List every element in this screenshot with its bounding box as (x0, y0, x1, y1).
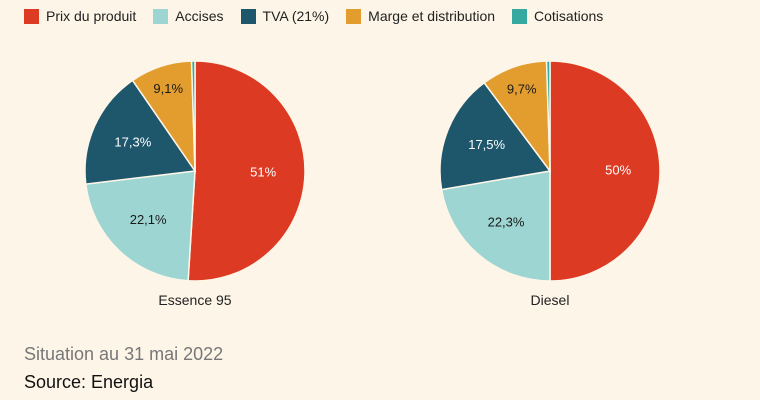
data-label: 22,1% (130, 212, 167, 227)
data-label: 9,7% (507, 81, 537, 96)
data-label: 50% (605, 162, 631, 177)
legend-swatch (512, 8, 528, 24)
legend-swatch (346, 8, 362, 24)
legend-swatch (240, 8, 256, 24)
legend-item-tva: TVA (21%) (240, 8, 330, 24)
pie-diesel: 50% 22,3% 17,5% 9,7% Diesel (439, 60, 661, 308)
pie-slice-cotisations (545, 60, 551, 172)
legend-swatch (24, 8, 39, 24)
legend-label: Cotisations (534, 8, 604, 24)
pie-slice-prix-du-produit (549, 60, 661, 282)
legend-item-cotisations: Cotisations (512, 8, 603, 24)
legend-label: Prix du produit (46, 8, 137, 24)
legend-swatch (153, 8, 169, 24)
legend-label: TVA (21%) (262, 8, 330, 24)
pie-slice-cotisations (190, 60, 196, 172)
data-label: 17,5% (468, 137, 505, 152)
pie-slice-tva-21 (84, 79, 197, 185)
pie-slice-tva-21 (439, 81, 552, 191)
data-label: 51% (250, 165, 276, 180)
pie-slice-prix-du-produit (187, 60, 306, 282)
legend-item-marge-et-distribution: Marge et distribution (346, 8, 495, 24)
pie-title: Diesel (531, 292, 570, 308)
legend-label: Marge et distribution (368, 8, 496, 24)
source-note: Source: Energia (24, 372, 154, 392)
legend-item-accises: Accises (153, 8, 224, 24)
pie-slice-accises (440, 170, 551, 282)
legend-label: Accises (175, 8, 224, 24)
situation-note: Situation au 31 mai 2022 (24, 344, 224, 364)
legend: Prix du produit Accises TVA (21%) Marge … (24, 8, 620, 24)
data-label: 22,3% (488, 215, 525, 230)
pie-slice-accises (84, 170, 196, 282)
data-label: 17,3% (114, 134, 151, 149)
legend-item-prix-du-produit: Prix du produit (24, 8, 136, 24)
pie-essence-95: 51% 22,1% 17,3% 9,1% Essence 95 (84, 60, 306, 308)
pie-title: Essence 95 (158, 292, 231, 308)
data-label: 9,1% (153, 81, 183, 96)
pie-charts: 51% 22,1% 17,3% 9,1% Essence 95 50% 22,3% 17,5%… (84, 60, 661, 308)
